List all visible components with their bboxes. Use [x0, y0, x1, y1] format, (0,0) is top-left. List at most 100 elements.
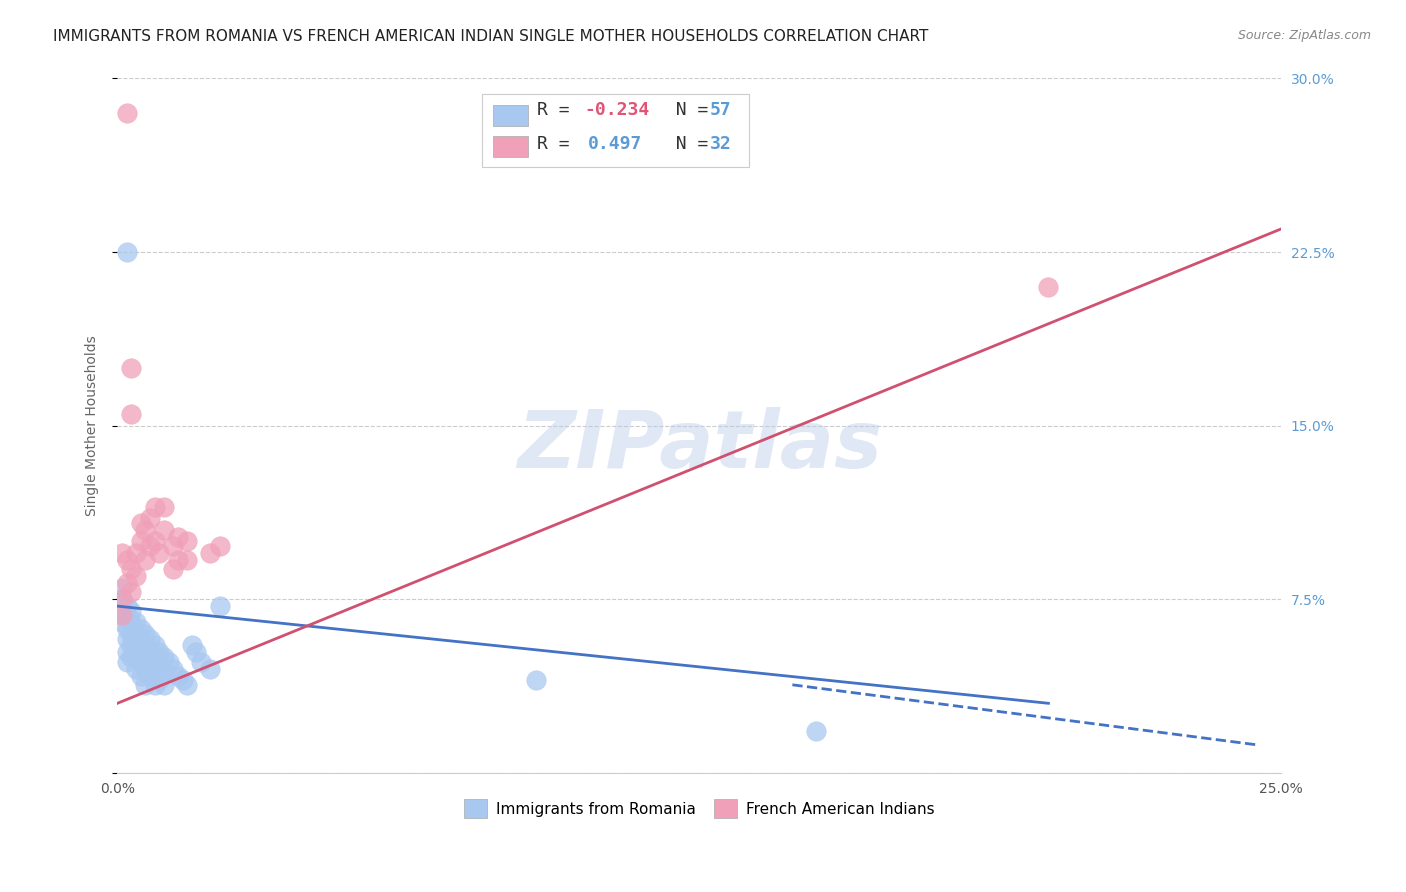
Text: R =: R =: [537, 102, 581, 120]
Text: R =: R =: [537, 136, 592, 153]
Point: [129, 632, 152, 646]
Point: [153, 500, 176, 514]
Point: [120, 639, 142, 653]
FancyBboxPatch shape: [494, 105, 529, 126]
Point: [134, 650, 156, 665]
Point: [115, 632, 138, 646]
Point: [115, 608, 138, 623]
Point: [125, 627, 148, 641]
Point: [115, 553, 138, 567]
Point: [115, 645, 138, 659]
Text: ZIPatlas: ZIPatlas: [517, 408, 882, 485]
Point: [111, 608, 134, 623]
Point: [180, 639, 202, 653]
Point: [153, 664, 176, 678]
FancyBboxPatch shape: [494, 136, 529, 157]
Y-axis label: Single Mother Households: Single Mother Households: [86, 335, 100, 516]
Point: [111, 592, 134, 607]
Point: [153, 650, 176, 665]
Point: [125, 569, 148, 583]
Point: [129, 645, 152, 659]
Text: 32: 32: [710, 136, 731, 153]
Point: [125, 639, 148, 653]
Point: [143, 639, 166, 653]
Point: [143, 650, 166, 665]
Point: [120, 627, 142, 641]
Text: Source: ZipAtlas.com: Source: ZipAtlas.com: [1237, 29, 1371, 42]
Point: [139, 668, 162, 682]
Point: [148, 546, 170, 560]
Legend: Immigrants from Romania, French American Indians: Immigrants from Romania, French American…: [457, 793, 941, 824]
Point: [162, 562, 184, 576]
Point: [111, 615, 134, 630]
Point: [120, 407, 142, 421]
Point: [125, 546, 148, 560]
Point: [139, 511, 162, 525]
Point: [172, 673, 194, 688]
Point: [115, 655, 138, 669]
Point: [125, 615, 148, 630]
Point: [143, 678, 166, 692]
Point: [120, 585, 142, 599]
Point: [208, 539, 231, 553]
FancyBboxPatch shape: [482, 95, 749, 168]
Point: [134, 553, 156, 567]
Point: [176, 553, 198, 567]
Point: [143, 662, 166, 676]
Text: IMMIGRANTS FROM ROMANIA VS FRENCH AMERICAN INDIAN SINGLE MOTHER HOUSEHOLDS CORRE: IMMIGRANTS FROM ROMANIA VS FRENCH AMERIC…: [53, 29, 929, 44]
Point: [208, 599, 231, 614]
Point: [200, 546, 222, 560]
Point: [129, 668, 152, 682]
Point: [157, 655, 180, 669]
Point: [139, 655, 162, 669]
Point: [134, 678, 156, 692]
Point: [111, 546, 134, 560]
Point: [524, 673, 547, 688]
Point: [139, 645, 162, 659]
Point: [167, 668, 190, 682]
Point: [115, 599, 138, 614]
Text: N =: N =: [654, 102, 718, 120]
Point: [134, 523, 156, 537]
Point: [120, 604, 142, 618]
Point: [120, 615, 142, 630]
Point: [115, 576, 138, 591]
Point: [148, 659, 170, 673]
Point: [129, 534, 152, 549]
Point: [134, 662, 156, 676]
Text: 57: 57: [710, 102, 731, 120]
Point: [111, 592, 134, 607]
Point: [162, 662, 184, 676]
Point: [120, 360, 142, 375]
Point: [186, 645, 208, 659]
Point: [129, 622, 152, 636]
Text: N =: N =: [654, 136, 718, 153]
Point: [115, 622, 138, 636]
Point: [139, 632, 162, 646]
Point: [129, 516, 152, 530]
Point: [120, 650, 142, 665]
Point: [162, 539, 184, 553]
Point: [115, 106, 138, 120]
Point: [200, 662, 222, 676]
Point: [129, 655, 152, 669]
Point: [143, 534, 166, 549]
Point: [111, 608, 134, 623]
Point: [134, 639, 156, 653]
Point: [148, 673, 170, 688]
Point: [167, 553, 190, 567]
Point: [134, 627, 156, 641]
Point: [153, 523, 176, 537]
Point: [176, 534, 198, 549]
Point: [148, 645, 170, 659]
Point: [1038, 279, 1060, 293]
Text: 0.497: 0.497: [588, 136, 643, 153]
Point: [115, 245, 138, 260]
Point: [167, 530, 190, 544]
Point: [111, 581, 134, 595]
Point: [125, 662, 148, 676]
Point: [176, 678, 198, 692]
Text: -0.234: -0.234: [583, 102, 650, 120]
Point: [153, 678, 176, 692]
Point: [804, 724, 827, 739]
